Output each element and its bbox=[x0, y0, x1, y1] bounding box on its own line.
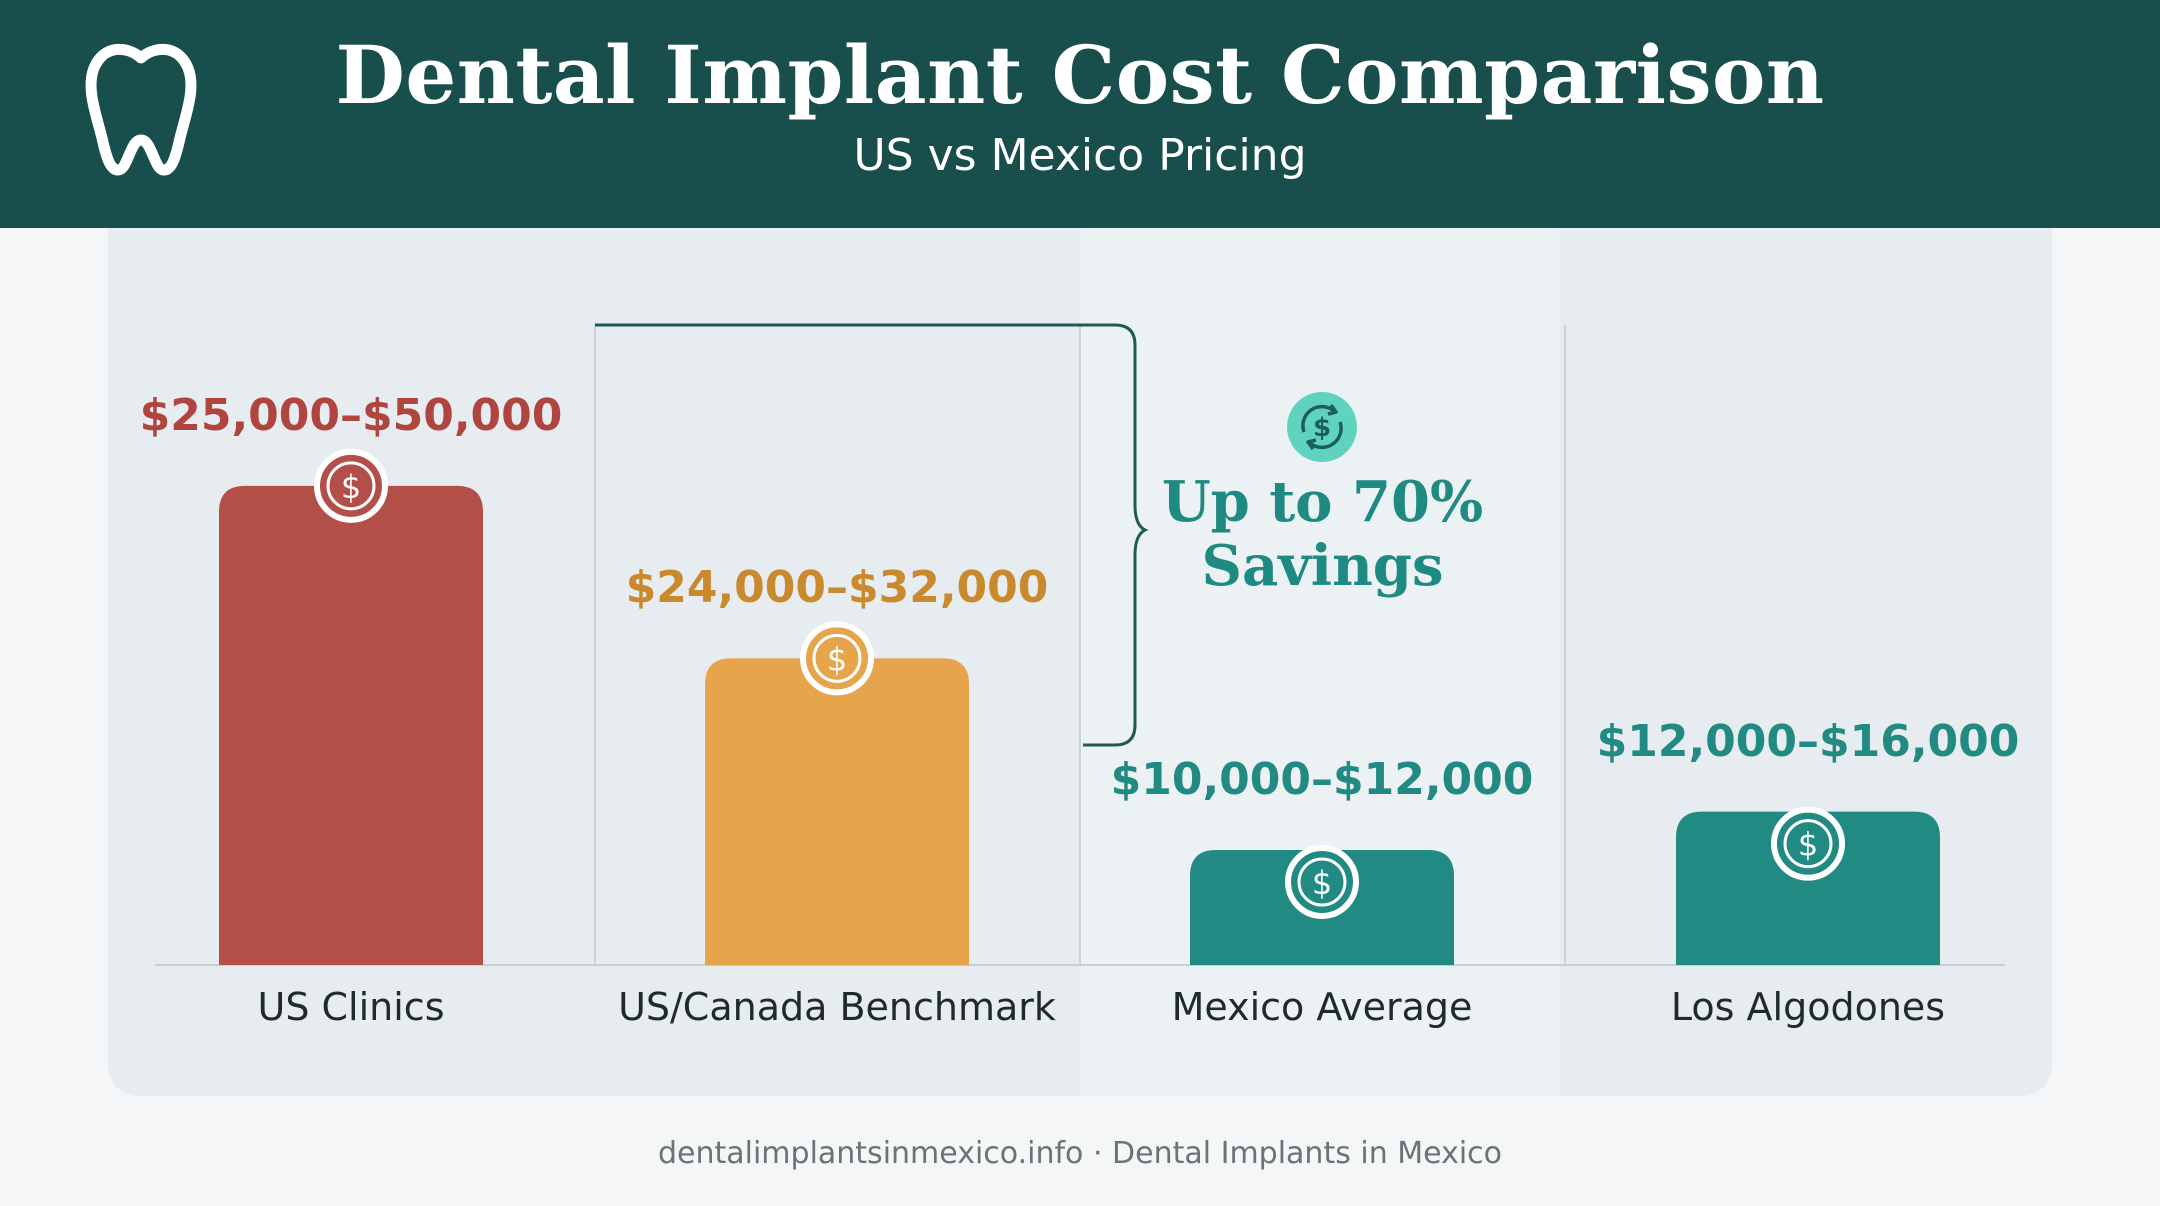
bar-value-label: $25,000–$50,000 bbox=[139, 389, 563, 441]
page-subtitle: US vs Mexico Pricing bbox=[853, 130, 1307, 181]
dollar-icon: $ bbox=[314, 448, 388, 523]
dollar-icon: $ bbox=[1771, 806, 1845, 881]
category-label: Mexico Average bbox=[1171, 985, 1473, 1029]
page-title: Dental Implant Cost Comparison bbox=[335, 28, 1825, 122]
savings-annotation: Up to 70% Savings bbox=[1120, 470, 1525, 598]
tooth-icon bbox=[85, 43, 197, 176]
bar-us-canada-benchmark bbox=[705, 658, 969, 965]
savings-line-2: Savings bbox=[1201, 533, 1444, 599]
dollar-icon: $ bbox=[1285, 845, 1359, 919]
bar-los-algodones bbox=[1676, 811, 1940, 965]
bar-value-label: $12,000–$16,000 bbox=[1596, 715, 2020, 767]
svg-text:$: $ bbox=[1313, 413, 1331, 443]
svg-text:$: $ bbox=[341, 468, 361, 506]
bar-value-label: $24,000–$32,000 bbox=[625, 562, 1049, 614]
svg-text:$: $ bbox=[1798, 826, 1818, 864]
header-banner: Dental Implant Cost Comparison US vs Mex… bbox=[0, 0, 2160, 228]
bar-us-clinics bbox=[219, 485, 483, 965]
bar-value-label: $10,000–$12,000 bbox=[1110, 754, 1534, 805]
category-label: US Clinics bbox=[257, 985, 445, 1029]
svg-text:$: $ bbox=[1312, 864, 1332, 902]
savings-bracket bbox=[595, 323, 1149, 747]
dollar-icon: $ bbox=[800, 621, 874, 696]
category-label: Los Algodones bbox=[1670, 985, 1946, 1029]
category-label: US/Canada Benchmark bbox=[618, 985, 1056, 1029]
svg-text:$: $ bbox=[827, 640, 847, 678]
footer-text: dentalimplantsinmexico.info · Dental Imp… bbox=[657, 1136, 1503, 1171]
dollar-cycle-icon: $ bbox=[1287, 392, 1357, 462]
savings-line-1: Up to 70% bbox=[1161, 469, 1484, 535]
